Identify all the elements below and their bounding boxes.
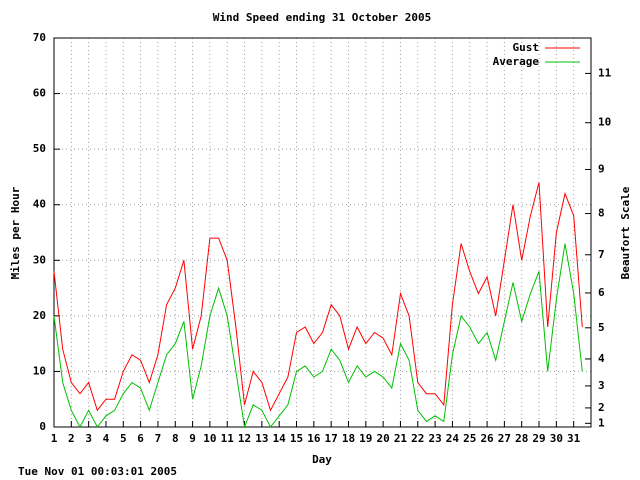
x-tick-label: 22 (411, 432, 424, 445)
y2-tick-label: 7 (598, 248, 605, 261)
y-tick-label: 60 (33, 87, 46, 100)
x-tick-label: 3 (85, 432, 92, 445)
x-tick-label: 14 (273, 432, 287, 445)
series-line (53, 182, 583, 412)
x-tick-label: 8 (172, 432, 179, 445)
x-tick-label: 7 (155, 432, 162, 445)
y2-tick-label: 8 (598, 207, 605, 220)
y2-tick-label: 4 (598, 352, 605, 365)
y-axis-label: Miles per Hour (9, 186, 22, 279)
y-tick-label: 20 (33, 309, 46, 322)
series-line (53, 243, 583, 429)
x-tick-label: 13 (255, 432, 268, 445)
x-tick-label: 16 (307, 432, 321, 445)
y-tick-label: 70 (33, 31, 46, 44)
x-tick-label: 9 (189, 432, 196, 445)
y2-tick-label: 1 (598, 416, 605, 429)
x-tick-label: 23 (428, 432, 441, 445)
x-tick-label: 19 (359, 432, 372, 445)
y-tick-label: 10 (33, 364, 46, 377)
x-tick-label: 25 (463, 432, 476, 445)
x-tick-label: 1 (51, 432, 58, 445)
x-tick-label: 21 (394, 432, 408, 445)
y2-tick-label: 5 (598, 321, 605, 334)
y2-tick-label: 10 (598, 116, 611, 129)
x-tick-label: 30 (550, 432, 563, 445)
x-tick-label: 4 (103, 432, 110, 445)
x-tick-label: 17 (325, 432, 338, 445)
x-tick-label: 28 (515, 432, 528, 445)
y2-axis-label: Beaufort Scale (619, 186, 632, 279)
y-tick-label: 30 (33, 253, 46, 266)
x-tick-label: 10 (203, 432, 216, 445)
x-tick-label: 24 (446, 432, 460, 445)
y2-tick-label: 9 (598, 162, 605, 175)
x-tick-label: 18 (342, 432, 355, 445)
x-tick-label: 12 (238, 432, 251, 445)
y2-tick-label: 2 (598, 401, 605, 414)
x-tick-label: 31 (567, 432, 581, 445)
footer-timestamp: Tue Nov 01 00:03:01 2005 (18, 465, 177, 478)
x-tick-label: 11 (221, 432, 235, 445)
x-tick-label: 15 (290, 432, 303, 445)
x-tick-label: 26 (480, 432, 494, 445)
x-axis-label: Day (312, 453, 332, 466)
x-tick-label: 2 (68, 432, 75, 445)
plot-frame (53, 37, 592, 428)
y2-tick-label: 3 (598, 379, 605, 392)
legend-label: Average (493, 55, 540, 68)
x-tick-label: 5 (120, 432, 127, 445)
x-tick-label: 6 (137, 432, 144, 445)
x-tick-label: 29 (532, 432, 545, 445)
legend-label: Gust (513, 41, 540, 54)
y-tick-label: 50 (33, 142, 46, 155)
y-tick-label: 0 (39, 420, 46, 433)
y-tick-label: 40 (33, 198, 46, 211)
y2-tick-label: 11 (598, 66, 612, 79)
y2-tick-label: 6 (598, 286, 605, 299)
chart-title: Wind Speed ending 31 October 2005 (213, 11, 432, 24)
x-tick-label: 27 (498, 432, 511, 445)
x-tick-label: 20 (377, 432, 390, 445)
